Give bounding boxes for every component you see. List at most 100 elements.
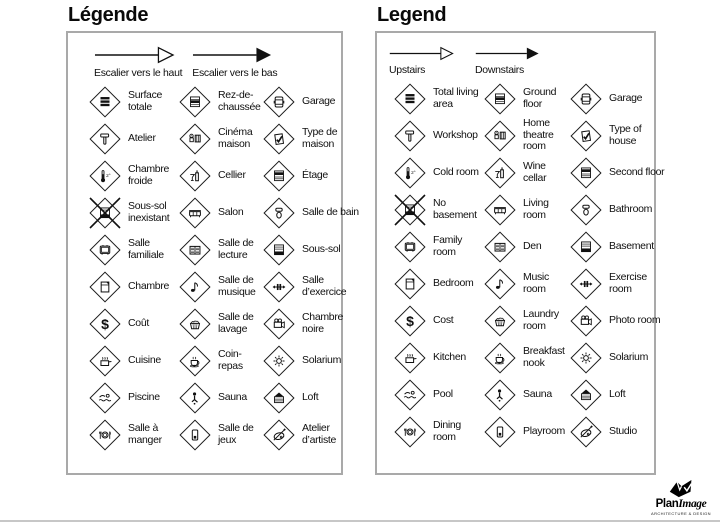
loft-icon	[567, 376, 605, 414]
sauna-icon	[481, 376, 519, 414]
legend-item-label: Photo room	[609, 313, 661, 326]
legend-item-label: Wine cellar	[523, 160, 547, 184]
legend-item-label: Rez-de-chaussée	[218, 89, 261, 113]
den-icon	[481, 228, 519, 266]
legend-item-label: Sous-sol	[302, 242, 341, 255]
legend-item-label: Cellier	[218, 168, 246, 181]
legend-item-label: Cold room	[433, 165, 479, 178]
legend-item: Salle de musique	[176, 268, 260, 305]
legend-item-label: Chambre froide	[128, 163, 170, 187]
arrows-row: Upstairs Downstairs	[389, 46, 654, 76]
photo-room-icon	[260, 305, 298, 343]
photo-room-icon	[567, 302, 605, 340]
legend-item-label: Studio	[609, 424, 637, 437]
legend-item-label: Bathroom	[609, 202, 653, 215]
legend-item-label: Breakfast nook	[523, 345, 565, 369]
legend-item-label: Solarium	[302, 353, 342, 366]
legend-item-label: Étage	[302, 168, 328, 181]
legend-item-label: Salon	[218, 205, 244, 218]
legend-item: Wine cellar	[481, 154, 567, 191]
legend-item-label: Salle à manger	[128, 422, 162, 446]
legend-item-label: Salle de musique	[218, 274, 256, 298]
ground-floor-icon	[176, 83, 214, 121]
legend-item-label: Bedroom	[433, 276, 474, 289]
pool-icon	[391, 376, 429, 414]
legend-item-label: Salle d’exercice	[302, 274, 347, 298]
type-of-house-icon	[260, 120, 298, 158]
legend-item-label: Type de maison	[302, 126, 338, 150]
stair-arrow-group: Escalier vers le bas	[192, 46, 278, 79]
legend-item-label: Basement	[609, 239, 654, 252]
legend-item-label: Garage	[302, 94, 336, 107]
legend-item: Bathroom	[567, 191, 671, 228]
arrow-filled-icon	[192, 46, 277, 64]
legend-item: Family room	[391, 228, 481, 265]
sauna-icon	[176, 379, 214, 417]
legend-item: Playroom	[481, 413, 567, 450]
legend-item-label: Music room	[523, 271, 549, 295]
arrows-row: Escalier vers le haut Escalier vers le ba…	[94, 46, 341, 79]
legend-item-label: Chambre noire	[302, 311, 344, 335]
dining-room-icon	[86, 416, 124, 454]
panel-title-english: Legend	[377, 4, 447, 26]
legend-item: Sous-sol	[260, 231, 364, 268]
legend-item: Garage	[260, 83, 364, 120]
legend-item: Music room	[481, 265, 567, 302]
legend-item-label: Salle de bain	[302, 205, 359, 218]
legend-item: Salle familiale	[86, 231, 176, 268]
stair-arrow-group: Upstairs	[389, 46, 455, 76]
legend-item: 2° Chambre froide	[86, 157, 176, 194]
legend-item-label: Atelier	[128, 131, 156, 144]
second-floor-icon	[260, 157, 298, 195]
playroom-icon	[481, 413, 519, 451]
legend-item: Solarium	[260, 342, 364, 379]
legend-item-label: Loft	[302, 390, 319, 403]
bathroom-icon	[260, 194, 298, 232]
legend-item: Pool	[391, 376, 481, 413]
legend-item-label: Sauna	[523, 387, 552, 400]
living-room-icon	[176, 194, 214, 232]
arrow-open-icon	[94, 46, 182, 64]
logo-text-plan: Plan	[655, 498, 679, 510]
music-room-icon	[176, 268, 214, 306]
exercise-room-icon	[260, 268, 298, 306]
legend-item: Chambre	[86, 268, 176, 305]
legend-panel-english: Legend Upstairs Downstairs Total living a…	[375, 0, 665, 475]
legend-item-label: Cinéma maison	[218, 126, 253, 150]
kitchen-icon	[391, 339, 429, 377]
legend-item: Home theatre room	[481, 117, 567, 154]
legend-item: Loft	[260, 379, 364, 416]
bedroom-icon	[86, 268, 124, 306]
legend-item: Salle de jeux	[176, 416, 260, 453]
legend-item-label: Type of house	[609, 123, 642, 147]
cold-room-icon: 2°	[391, 154, 429, 192]
legend-item-label: Garage	[609, 91, 643, 104]
legend-item: Atelier	[86, 120, 176, 157]
legend-item: Kitchen	[391, 339, 481, 376]
dining-room-icon	[391, 413, 429, 451]
breakfast-nook-icon	[176, 342, 214, 380]
legend-item: Loft	[567, 376, 671, 413]
legend-item: Salle à manger	[86, 416, 176, 453]
stair-arrow-group: Downstairs	[475, 46, 541, 76]
legend-item-label: No basement	[433, 197, 477, 221]
legend-item-label: Sous-sol inexistant	[128, 200, 170, 224]
svg-text:$: $	[101, 315, 109, 331]
stair-arrow-label: Escalier vers le bas	[192, 67, 278, 79]
legend-item: Piscine	[86, 379, 176, 416]
basement-icon	[260, 231, 298, 269]
music-room-icon	[481, 265, 519, 303]
cost-icon: $	[86, 305, 124, 343]
cold-room-icon: 2°	[86, 157, 124, 195]
legend-item-label: Salle de jeux	[218, 422, 254, 446]
page-bottom-rule	[0, 520, 720, 522]
legend-item: Sauna	[481, 376, 567, 413]
home-theatre-icon	[176, 120, 214, 158]
legend-item: Cellier	[176, 157, 260, 194]
legend-item-label: Coût	[128, 316, 149, 329]
legend-item: Sous-sol inexistant	[86, 194, 176, 231]
arrow-open-icon	[389, 46, 455, 61]
solarium-icon	[567, 339, 605, 377]
legend-item: Chambre noire	[260, 305, 364, 342]
